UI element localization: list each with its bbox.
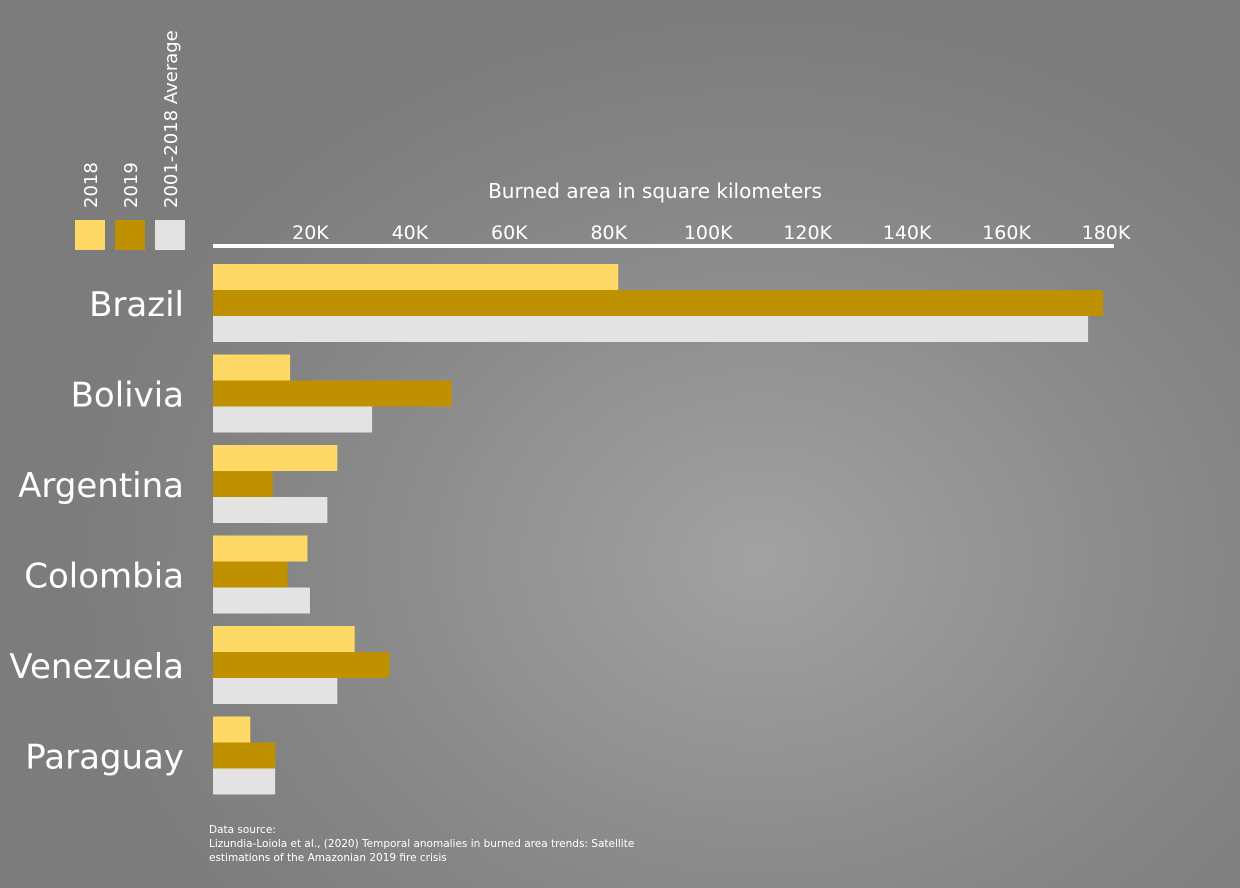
bars bbox=[213, 264, 1104, 795]
bar-paraguay-2019 bbox=[213, 742, 276, 769]
x-tick-label: 100K bbox=[684, 222, 733, 244]
legend-label: 2018 bbox=[81, 162, 102, 208]
bar-colombia-2001-2018-average bbox=[213, 587, 310, 614]
source-heading: Data source: bbox=[209, 824, 276, 836]
bar-argentina-2018 bbox=[213, 445, 338, 471]
x-axis-title: Burned area in square kilometers bbox=[488, 179, 822, 203]
bar-brazil-2018 bbox=[213, 264, 619, 290]
x-tick-label: 20K bbox=[292, 222, 329, 244]
x-tick-label: 40K bbox=[392, 222, 429, 244]
category-label: Paraguay bbox=[25, 738, 184, 778]
bar-bolivia-2001-2018-average bbox=[213, 406, 373, 433]
x-tick-label: 60K bbox=[491, 222, 528, 244]
bar-bolivia-2018 bbox=[213, 354, 291, 381]
source-citation-line-1: Lizundia-Loiola et al., (2020) Temporal … bbox=[209, 838, 635, 850]
bar-paraguay-2001-2018-average bbox=[213, 768, 276, 795]
category-label: Colombia bbox=[24, 557, 184, 597]
x-tick-label: 140K bbox=[883, 222, 932, 244]
category-label: Bolivia bbox=[71, 376, 184, 416]
category-label: Brazil bbox=[89, 285, 184, 325]
bar-argentina-2019 bbox=[213, 471, 273, 497]
legend: 2018 2019 2001-2018 Average bbox=[75, 30, 185, 250]
x-tick-label: 120K bbox=[783, 222, 832, 244]
x-tick-label: 80K bbox=[590, 222, 627, 244]
bar-venezuela-2019 bbox=[213, 652, 390, 678]
bar-argentina-2001-2018-average bbox=[213, 497, 328, 523]
bar-bolivia-2019 bbox=[213, 380, 452, 407]
bar-brazil-2019 bbox=[213, 290, 1104, 316]
legend-swatch-2019 bbox=[115, 220, 145, 250]
bar-venezuela-2001-2018-average bbox=[213, 678, 338, 704]
bar-paraguay-2018 bbox=[213, 716, 251, 743]
bar-brazil-2001-2018-average bbox=[213, 316, 1089, 342]
x-axis-ticks: 20K 40K 60K 80K 100K 120K 140K 160K 180K bbox=[292, 222, 1131, 244]
x-tick-label: 160K bbox=[982, 222, 1031, 244]
data-source-note: Data source: Lizundia-Loiola et al., (20… bbox=[209, 823, 634, 865]
category-label: Argentina bbox=[18, 466, 184, 506]
source-citation-line-2: estimations of the Amazonian 2019 fire c… bbox=[209, 852, 447, 864]
bar-venezuela-2018 bbox=[213, 626, 355, 652]
legend-label: 2001-2018 Average bbox=[161, 30, 182, 208]
legend-swatch-2018 bbox=[75, 220, 105, 250]
bar-colombia-2018 bbox=[213, 535, 308, 562]
bar-colombia-2019 bbox=[213, 561, 288, 588]
legend-label: 2019 bbox=[121, 162, 142, 208]
category-label: Venezuela bbox=[9, 647, 184, 687]
category-labels: Brazil Bolivia Argentina Colombia Venezuela P… bbox=[9, 285, 184, 778]
x-tick-label: 180K bbox=[1082, 222, 1131, 244]
legend-swatch-2001-2018-average bbox=[155, 220, 185, 250]
